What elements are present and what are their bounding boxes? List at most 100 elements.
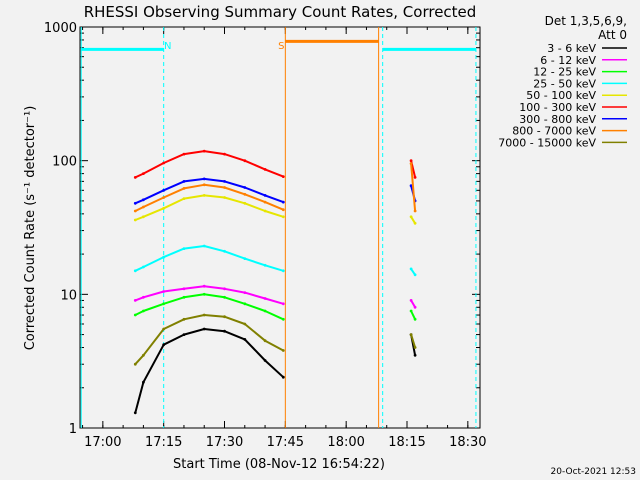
series-line: [134, 194, 284, 221]
series-point: [162, 206, 166, 210]
series-point: [409, 333, 413, 336]
plot-frame: [79, 26, 481, 429]
series-point: [223, 329, 226, 333]
series-point: [202, 244, 206, 248]
series-point: [409, 162, 413, 166]
series-line: [134, 245, 284, 272]
series-point: [182, 152, 186, 156]
series-point: [409, 299, 413, 302]
legend-entry-label: 7000 - 15000 keV: [498, 136, 596, 149]
series-point: [142, 205, 145, 209]
series-point: [133, 176, 137, 179]
series-point: [263, 309, 267, 313]
y-tick-label: 1: [69, 422, 77, 437]
series-point: [162, 302, 166, 306]
series-point: [263, 359, 267, 362]
series-point: [409, 215, 413, 219]
series-point: [223, 295, 226, 299]
legend-entry-label: 800 - 7000 keV: [512, 125, 596, 138]
x-tick-label: 18:15: [388, 435, 425, 450]
series-point: [281, 349, 285, 352]
observing-intervals: [80, 27, 477, 428]
series-point: [202, 313, 206, 317]
series-point: [223, 249, 226, 253]
series-point: [243, 338, 247, 341]
series-point: [182, 333, 186, 336]
x-axis-label: Start Time (08-Nov-12 16:54:22): [173, 457, 385, 472]
series-line: [410, 334, 417, 348]
series-point: [142, 295, 145, 299]
series-point: [182, 317, 186, 321]
series-point: [223, 180, 226, 183]
series-point: [281, 208, 285, 212]
series-line: [134, 150, 284, 179]
x-tick-label: 17:30: [206, 435, 243, 450]
series-point: [202, 292, 206, 296]
series-line: [410, 310, 417, 320]
series-point: [133, 313, 137, 317]
series-point: [142, 380, 145, 384]
series-point: [281, 215, 285, 219]
legend-entry-label: 3 - 6 keV: [547, 42, 596, 55]
date-stamp: 20-Oct-2021 12:53: [551, 467, 636, 477]
series-point: [223, 287, 226, 291]
series-point: [413, 273, 417, 277]
series-point: [162, 343, 166, 347]
series-point: [243, 159, 247, 163]
series-point: [281, 375, 285, 379]
series-point: [202, 194, 206, 197]
series-point: [162, 188, 166, 192]
y-axis-label: Corrected Count Rate (s⁻¹ detector⁻¹): [23, 106, 38, 351]
legend-entry-label: 12 - 25 keV: [533, 66, 596, 79]
series-point: [413, 346, 417, 349]
series-point: [223, 315, 226, 319]
series-point: [142, 198, 145, 202]
series-point: [182, 197, 186, 201]
series-point: [409, 309, 413, 313]
annotation-label: N: [164, 41, 171, 52]
y-tick-label: 1000: [44, 21, 77, 36]
series-point: [413, 353, 417, 357]
series-point: [281, 200, 285, 204]
series-point: [409, 159, 413, 163]
series-point: [243, 257, 247, 260]
chart-title: RHESSI Observing Summary Count Rates, Co…: [84, 3, 477, 21]
series-point: [182, 187, 186, 190]
series-point: [263, 339, 267, 343]
axis-ticks: 17:00 17:15 17:30 17:45 18:00 18:15 18:30 1 10 10…: [44, 21, 487, 450]
series-point: [133, 209, 137, 213]
series-point: [281, 269, 285, 273]
legend-title-line-1: Det 1,3,5,6,9,: [545, 14, 627, 28]
series-point: [263, 194, 267, 197]
legend-entry-label: 300 - 800 keV: [519, 113, 596, 126]
series-point: [142, 309, 145, 313]
series-line: [134, 183, 284, 212]
series-point: [223, 186, 226, 189]
series-line: [410, 163, 417, 212]
series-point: [162, 161, 166, 165]
series-point: [202, 327, 206, 331]
series-point: [162, 290, 166, 293]
series-point: [182, 247, 186, 251]
y-tick-label: 100: [52, 155, 77, 170]
series-point: [133, 362, 137, 366]
series-point: [243, 186, 247, 189]
series-point: [182, 287, 186, 291]
series-point: [202, 284, 206, 288]
x-tick-label: 17:45: [267, 435, 304, 450]
series-point: [142, 215, 145, 219]
series-point: [142, 265, 145, 269]
series-point: [263, 297, 267, 300]
x-tick-label: 17:15: [145, 435, 182, 450]
legend-entry-label: 100 - 300 keV: [519, 101, 596, 114]
series-point: [263, 200, 267, 204]
annotation-label: S: [278, 41, 284, 52]
series-point: [202, 149, 206, 153]
series-point: [243, 201, 247, 205]
x-tick-label: 17:00: [84, 435, 121, 450]
series-point: [223, 196, 226, 199]
series-point: [223, 152, 226, 156]
series-point: [142, 353, 145, 357]
